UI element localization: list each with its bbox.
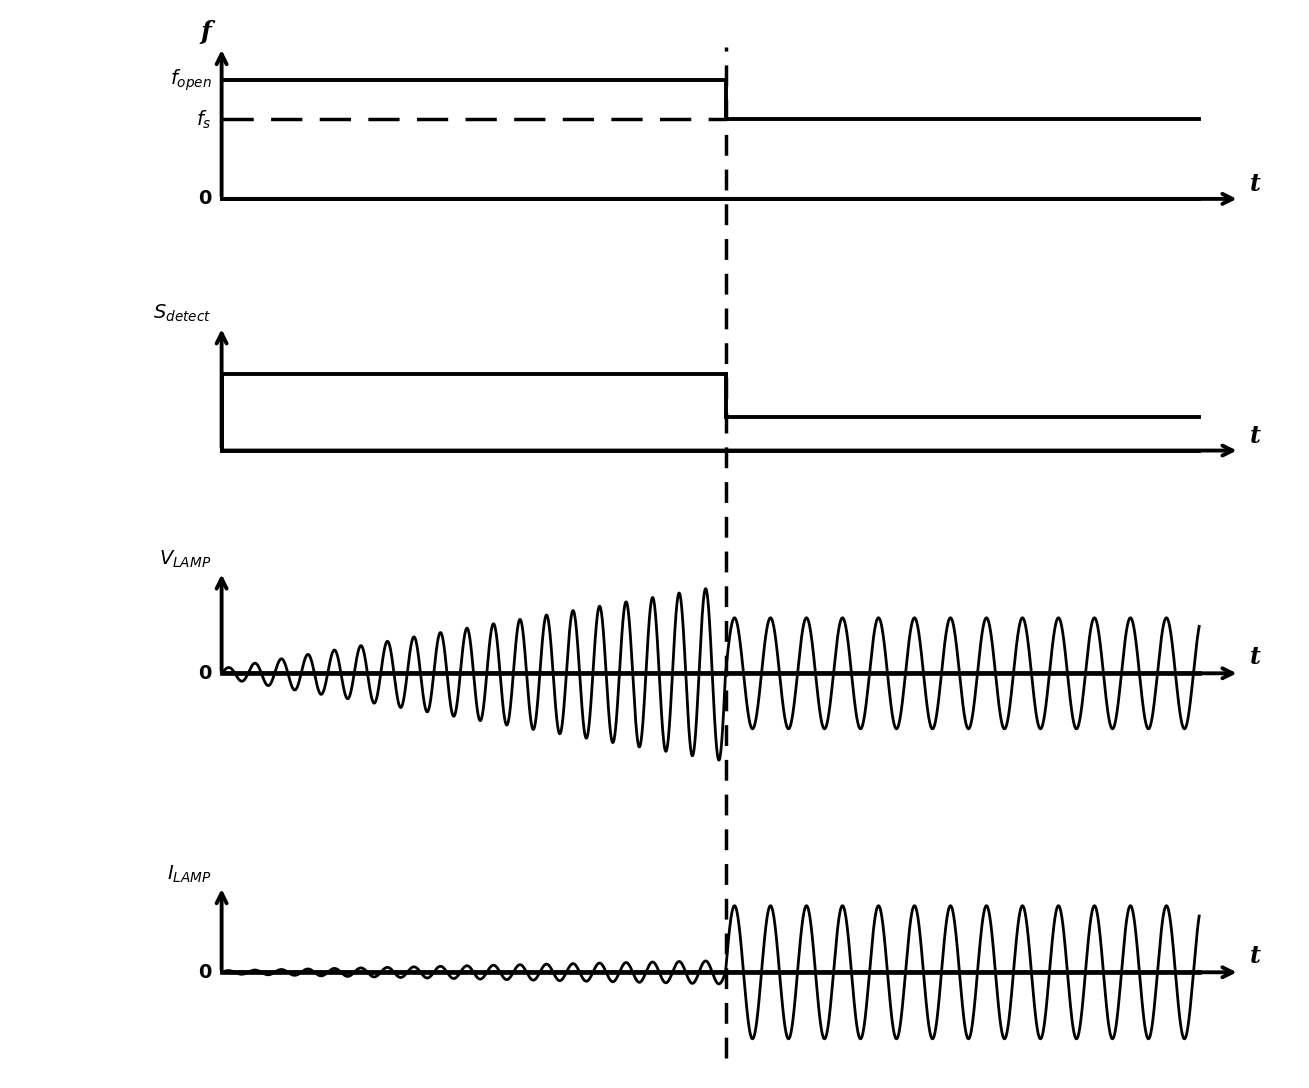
Text: $f_s$: $f_s$ — [196, 108, 212, 131]
Text: t: t — [1250, 645, 1261, 669]
Text: f: f — [200, 21, 212, 45]
Text: $f_{open}$: $f_{open}$ — [170, 67, 212, 94]
Text: t: t — [1250, 944, 1261, 968]
Text: 0: 0 — [198, 963, 212, 981]
Text: t: t — [1250, 424, 1261, 448]
Text: $I_{LAMP}$: $I_{LAMP}$ — [166, 863, 212, 885]
Text: t: t — [1250, 172, 1261, 196]
Text: $S_{detect}$: $S_{detect}$ — [153, 302, 212, 324]
Text: $V_{LAMP}$: $V_{LAMP}$ — [160, 548, 212, 570]
Text: 0: 0 — [198, 189, 212, 209]
Text: 0: 0 — [198, 664, 212, 683]
